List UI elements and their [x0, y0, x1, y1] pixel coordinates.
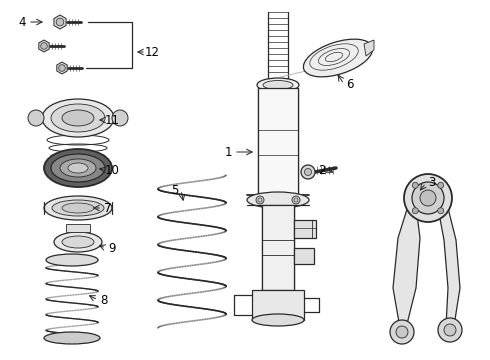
Text: 8: 8	[100, 293, 108, 306]
Bar	[252, 290, 304, 320]
Circle shape	[396, 326, 408, 338]
Ellipse shape	[44, 149, 112, 187]
Circle shape	[256, 196, 264, 204]
Ellipse shape	[51, 104, 105, 132]
Circle shape	[420, 190, 436, 206]
Ellipse shape	[62, 110, 94, 126]
Ellipse shape	[247, 192, 309, 208]
Bar	[258, 88, 298, 195]
Circle shape	[444, 324, 456, 336]
Ellipse shape	[303, 39, 372, 77]
Circle shape	[412, 182, 444, 214]
Ellipse shape	[68, 163, 88, 173]
Text: 9: 9	[108, 242, 116, 255]
Circle shape	[304, 168, 312, 175]
Circle shape	[112, 110, 128, 126]
Polygon shape	[364, 40, 374, 56]
Circle shape	[292, 196, 300, 204]
Circle shape	[56, 18, 64, 26]
Ellipse shape	[257, 78, 299, 92]
Ellipse shape	[54, 232, 102, 252]
Polygon shape	[39, 40, 49, 52]
Polygon shape	[57, 62, 67, 74]
Circle shape	[28, 110, 44, 126]
Ellipse shape	[252, 314, 304, 326]
Bar	[294, 220, 316, 238]
Ellipse shape	[44, 332, 100, 344]
Polygon shape	[54, 15, 66, 29]
Text: 2: 2	[318, 163, 326, 176]
Ellipse shape	[60, 159, 96, 177]
Text: 7: 7	[104, 202, 112, 215]
Ellipse shape	[263, 81, 293, 90]
Text: 11: 11	[104, 113, 120, 126]
Text: 3: 3	[428, 176, 436, 189]
Circle shape	[412, 182, 418, 188]
Ellipse shape	[62, 203, 94, 213]
Ellipse shape	[42, 99, 114, 137]
Text: 12: 12	[145, 45, 160, 58]
Circle shape	[59, 65, 65, 71]
Bar	[262, 205, 294, 290]
Text: 4: 4	[18, 15, 26, 28]
Circle shape	[438, 208, 444, 214]
Polygon shape	[393, 206, 420, 328]
Text: 10: 10	[104, 163, 120, 176]
Bar	[294, 248, 314, 264]
Ellipse shape	[52, 200, 104, 216]
Circle shape	[438, 318, 462, 342]
Circle shape	[41, 43, 48, 49]
Bar	[66, 224, 90, 232]
Text: 6: 6	[346, 77, 354, 90]
Circle shape	[390, 320, 414, 344]
Ellipse shape	[44, 196, 112, 220]
Circle shape	[412, 208, 418, 214]
Ellipse shape	[51, 154, 105, 182]
Ellipse shape	[62, 236, 94, 248]
Circle shape	[404, 174, 452, 222]
Text: 5: 5	[172, 184, 179, 197]
Text: 1: 1	[224, 145, 232, 158]
Circle shape	[301, 165, 315, 179]
Ellipse shape	[46, 254, 98, 266]
Circle shape	[438, 182, 444, 188]
Polygon shape	[438, 208, 460, 326]
